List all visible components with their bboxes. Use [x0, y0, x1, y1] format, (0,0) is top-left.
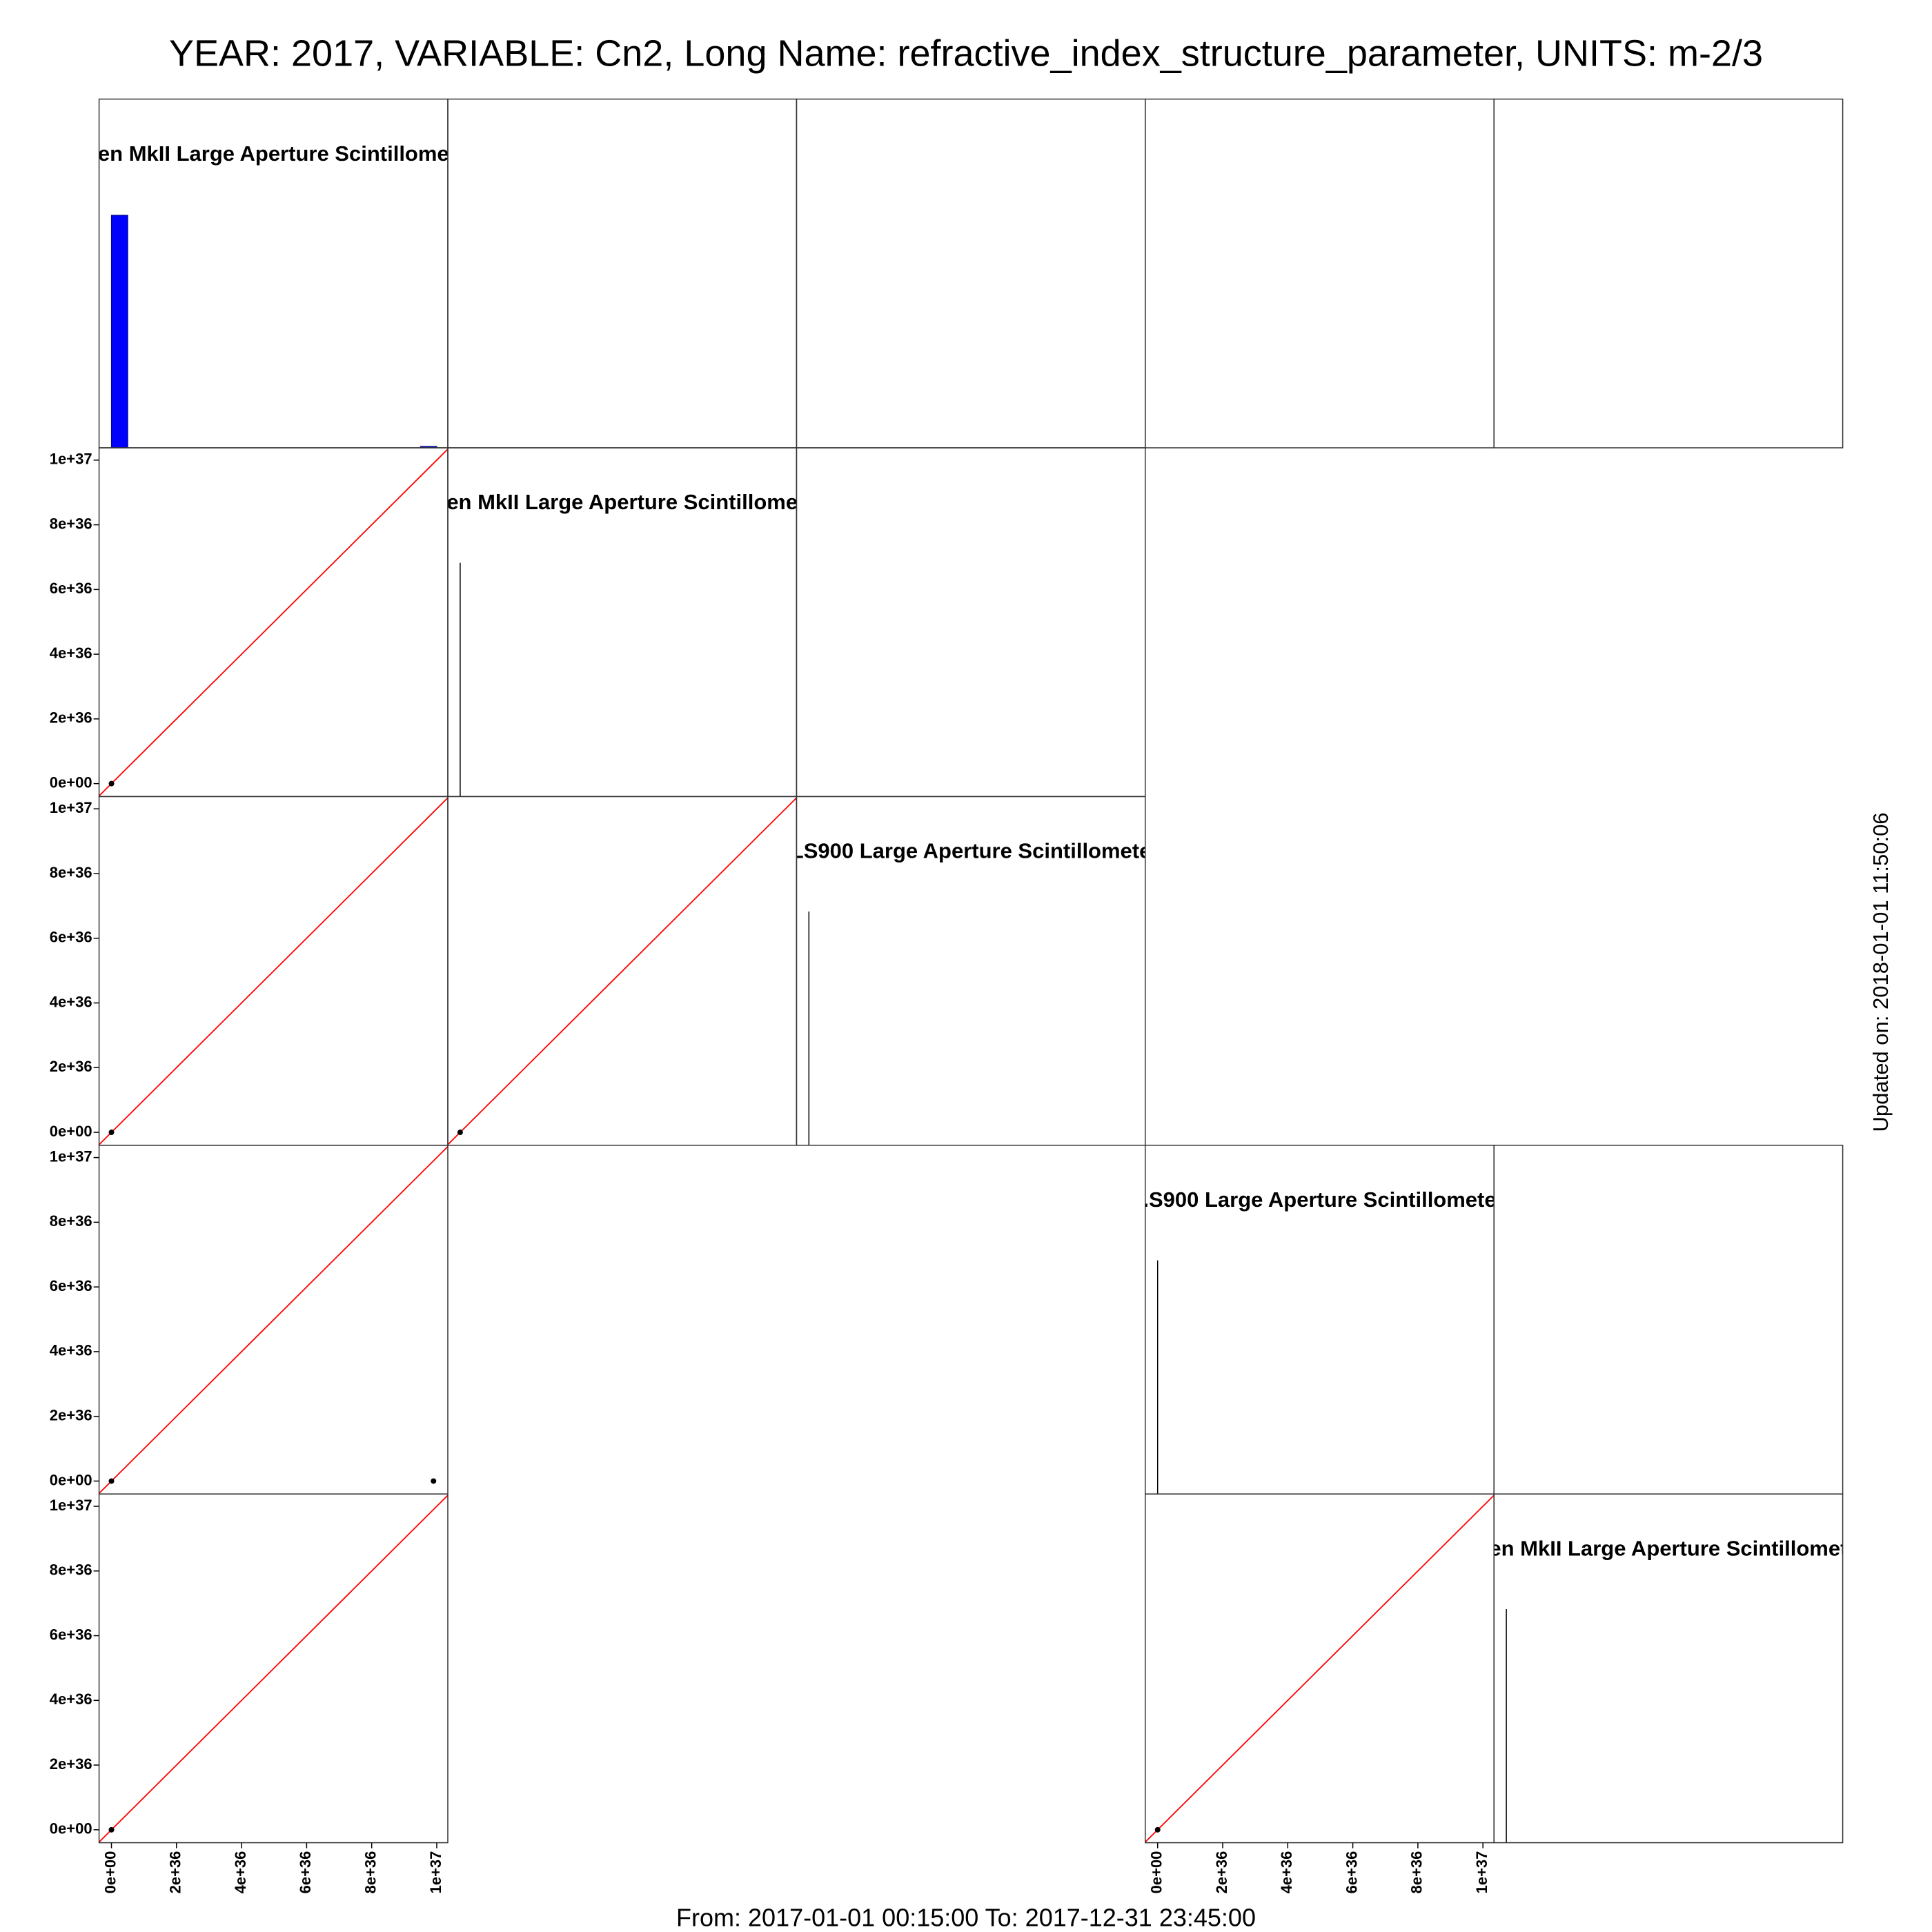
- y-tick-label: 1e+37: [50, 451, 92, 468]
- panel: [448, 797, 797, 1145]
- panel-frame: [796, 796, 1146, 1146]
- panel: en MkII Large Aperture Scintillome: [446, 490, 798, 797]
- x-tick-label: 6e+36: [1343, 1851, 1360, 1894]
- x-tick-label: 2e+36: [1213, 1851, 1230, 1894]
- panel-title: .S900 Large Aperture Scintillomete: [1143, 1187, 1496, 1212]
- panel-title: en MkII Large Aperture Scintillomet: [1489, 1536, 1847, 1560]
- panel: en MkII Large Aperture Scintillome: [98, 141, 449, 448]
- y-tick-label: 2e+36: [50, 1406, 92, 1423]
- y-tick-label: 8e+36: [50, 864, 92, 881]
- panel: [99, 797, 448, 1145]
- identity-line: [99, 1495, 448, 1843]
- identity-line: [99, 1146, 448, 1494]
- panel-frame: [796, 98, 1146, 448]
- scatter-point: [108, 1826, 115, 1833]
- scatter-point: [431, 1478, 437, 1484]
- y-tick-label: 8e+36: [50, 1212, 92, 1230]
- y-tick-label: 0e+00: [50, 1123, 92, 1140]
- panel: [99, 1495, 448, 1843]
- panel-title: en MkII Large Aperture Scintillome: [446, 490, 798, 514]
- panel: [99, 1146, 448, 1494]
- y-tick-label: 0e+00: [50, 773, 92, 791]
- panel-frame: [447, 98, 798, 448]
- panel: [99, 448, 448, 797]
- scatter-point: [1154, 1826, 1161, 1833]
- x-tick-label: 6e+36: [297, 1851, 314, 1894]
- identity-line: [99, 448, 448, 797]
- identity-line: [1145, 1495, 1495, 1843]
- x-tick-label: 0e+00: [101, 1851, 119, 1894]
- y-tick-label: 6e+36: [50, 580, 92, 597]
- x-tick-label: 1e+37: [1473, 1851, 1490, 1894]
- x-tick-label: 4e+36: [232, 1851, 249, 1894]
- y-tick-label: 2e+36: [50, 1058, 92, 1075]
- panel: LS900 Large Aperture Scintillomete: [791, 839, 1152, 1145]
- y-tick-label: 4e+36: [50, 993, 92, 1010]
- y-tick-label: 6e+36: [50, 1626, 92, 1643]
- x-axis-label: From: 2017-01-01 00:15:00 To: 2017-12-31…: [676, 1904, 1256, 1932]
- panel-frame: [1145, 98, 1495, 448]
- y-tick-label: 4e+36: [50, 644, 92, 662]
- x-tick-label: 1e+37: [427, 1851, 444, 1894]
- y-tick-label: 6e+36: [50, 929, 92, 946]
- panel-title: en MkII Large Aperture Scintillome: [98, 141, 449, 166]
- panel-frame: [796, 447, 1146, 798]
- y-tick-label: 1e+37: [50, 1497, 92, 1514]
- y-tick-label: 2e+36: [50, 709, 92, 727]
- panel-title: LS900 Large Aperture Scintillomete: [791, 839, 1152, 863]
- x-tick-label: 2e+36: [167, 1851, 184, 1894]
- y-tick-label: 4e+36: [50, 1690, 92, 1708]
- histogram-bar: [110, 215, 128, 448]
- y-tick-label: 0e+00: [50, 1471, 92, 1488]
- y-tick-label: 8e+36: [50, 1561, 92, 1579]
- y-tick-label: 1e+37: [50, 1147, 92, 1165]
- scatter-point: [108, 1130, 115, 1136]
- panel: [1145, 1495, 1495, 1843]
- panel-frame: [98, 1493, 448, 1844]
- x-tick-label: 4e+36: [1278, 1851, 1295, 1894]
- panel-frame: [1493, 1145, 1844, 1495]
- y-tick-label: 4e+36: [50, 1342, 92, 1359]
- y-tick-label: 1e+37: [50, 799, 92, 816]
- side-label: Updated on: 2018-01-01 11:50:06: [1869, 812, 1893, 1132]
- y-tick-label: 0e+00: [50, 1820, 92, 1837]
- scatter-point: [457, 1130, 463, 1136]
- x-tick-label: 8e+36: [362, 1851, 379, 1894]
- x-tick-label: 0e+00: [1148, 1851, 1165, 1894]
- scatter-point: [108, 780, 115, 787]
- panel-frame: [1493, 98, 1844, 448]
- identity-line: [448, 797, 797, 1145]
- panel: .S900 Large Aperture Scintillomete: [1143, 1187, 1496, 1495]
- x-tick-label: 8e+36: [1408, 1851, 1426, 1894]
- panel-frame: [1493, 1493, 1844, 1844]
- scatter-point: [108, 1478, 115, 1484]
- identity-line: [99, 797, 448, 1145]
- panel: en MkII Large Aperture Scintillomet: [1489, 1536, 1847, 1843]
- chart-title: YEAR: 2017, VARIABLE: Cn2, Long Name: re…: [169, 32, 1763, 74]
- y-tick-label: 8e+36: [50, 515, 92, 532]
- y-tick-label: 2e+36: [50, 1755, 92, 1773]
- y-tick-label: 6e+36: [50, 1277, 92, 1294]
